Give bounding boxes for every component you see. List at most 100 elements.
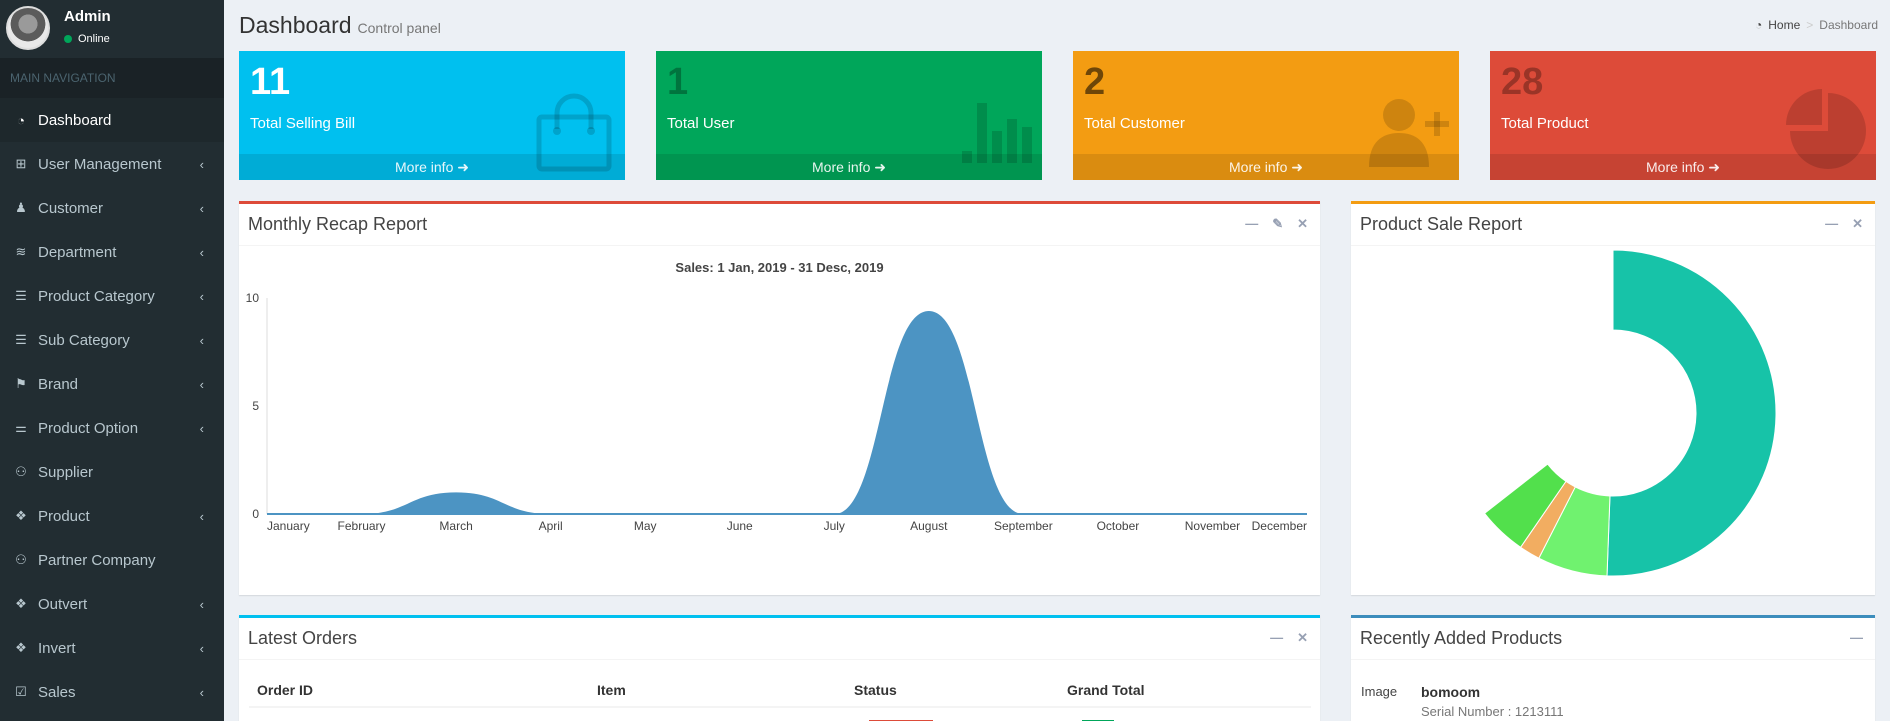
x-tick-label: December bbox=[1252, 519, 1307, 533]
stat-box-total-user: 1 Total User More info ➜ bbox=[656, 51, 1042, 180]
page-title: Dashboard Control panel bbox=[239, 12, 441, 39]
chevron-left-icon: ‹ bbox=[199, 288, 204, 304]
x-tick-label: November bbox=[1185, 519, 1240, 533]
collapse-button[interactable]: — bbox=[1850, 630, 1863, 645]
dashboard-icon: ◔ bbox=[1755, 18, 1763, 32]
sidebar-item-customer[interactable]: ♟ Customer ‹ bbox=[0, 186, 224, 230]
collapse-button[interactable]: — bbox=[1270, 630, 1284, 645]
chevron-left-icon: ‹ bbox=[199, 244, 204, 260]
more-info-link[interactable]: More info ➜ bbox=[656, 154, 1042, 180]
box-title: Monthly Recap Report bbox=[248, 214, 428, 234]
sidebar-item-sales[interactable]: ☑ Sales ‹ bbox=[0, 670, 224, 714]
sidebar-item-sub-category[interactable]: ☰ Sub Category ‹ bbox=[0, 318, 224, 362]
stat-value: 11 bbox=[250, 61, 291, 103]
chevron-left-icon: ‹ bbox=[199, 596, 204, 612]
sidebar-item-label: Product Category bbox=[38, 287, 155, 305]
sales-area-series bbox=[267, 310, 1307, 514]
stat-box-total-product: 28 Total Product More info ➜ bbox=[1490, 51, 1876, 180]
stat-box-selling-bill: 11 Total Selling Bill More info ➜ bbox=[239, 51, 625, 180]
sidebar-item-label: Customer bbox=[38, 199, 104, 217]
breadcrumb-current: Dashboard bbox=[1819, 18, 1878, 32]
sidebar-item-dashboard[interactable]: ◔ Dashboard bbox=[0, 98, 224, 142]
x-tick-label: April bbox=[539, 519, 563, 533]
collapse-button[interactable]: — bbox=[1245, 216, 1259, 231]
cubes-icon: ❖ bbox=[15, 508, 27, 523]
chart-title: Sales: 1 Jan, 2019 - 31 Desc, 2019 bbox=[675, 260, 884, 275]
chevron-left-icon: ‹ bbox=[199, 420, 204, 436]
more-info-link[interactable]: More info ➜ bbox=[1490, 154, 1876, 180]
sidebar: Admin Online MAIN NAVIGATION ◔ Dashboard ⊞… bbox=[0, 0, 224, 721]
stat-box-total-customer: 2 Total Customer More info ➜ bbox=[1073, 51, 1459, 180]
product-name-link[interactable]: bomoom bbox=[1421, 684, 1481, 700]
sidebar-item-brand[interactable]: ⚑ Brand ‹ bbox=[0, 362, 224, 406]
sidebar-item-user-management[interactable]: ⊞ User Management ‹ bbox=[0, 142, 224, 186]
sidebar-item-label: Dashboard bbox=[38, 111, 112, 129]
sidebar-item-product[interactable]: ❖ Product ‹ bbox=[0, 494, 224, 538]
more-info-label: More info bbox=[1229, 159, 1288, 175]
page-title-text: Dashboard bbox=[239, 12, 352, 38]
close-button[interactable]: ✕ bbox=[1852, 216, 1863, 231]
sidebar-item-label: User Management bbox=[38, 155, 162, 173]
breadcrumb-home[interactable]: Home bbox=[1768, 18, 1801, 32]
sidebar-item-supplier[interactable]: ⚇ Supplier bbox=[0, 450, 224, 494]
user-name: Admin bbox=[64, 8, 111, 25]
collapse-button[interactable]: — bbox=[1825, 216, 1839, 231]
close-button[interactable]: ✕ bbox=[1297, 630, 1308, 645]
donut-slice[interactable] bbox=[1606, 249, 1777, 577]
box-tools: — ✕ bbox=[1825, 216, 1863, 232]
sidebar-item-label: Sub Category bbox=[38, 331, 130, 349]
wrench-icon[interactable]: ✎ bbox=[1272, 216, 1284, 231]
sidebar-item-label: Outvert bbox=[38, 595, 88, 613]
column-grand-total: Grand Total bbox=[1059, 674, 1311, 708]
page-subtitle: Control panel bbox=[357, 20, 441, 36]
more-info-link[interactable]: More info ➜ bbox=[1073, 154, 1459, 180]
close-button[interactable]: ✕ bbox=[1297, 216, 1308, 231]
sidebar-item-outvert[interactable]: ❖ Outvert ‹ bbox=[0, 582, 224, 626]
stat-value: 28 bbox=[1501, 61, 1544, 103]
x-tick-label: September bbox=[994, 519, 1053, 533]
x-tick-label: February bbox=[338, 519, 386, 533]
recently-added-products-box: Recently Added Products — Image bomoom S… bbox=[1351, 615, 1875, 721]
nav-header: MAIN NAVIGATION bbox=[0, 58, 224, 98]
orders-table: Order ID Item Status Grand Total bbox=[249, 674, 1311, 708]
sidebar-item-label: Sales bbox=[38, 683, 76, 701]
server-icon: ☰ bbox=[15, 332, 27, 347]
main-content: Dashboard Control panel ◔ Home > Dashboar… bbox=[224, 0, 1890, 721]
sidebar-item-label: Brand bbox=[38, 375, 79, 393]
chevron-left-icon: ‹ bbox=[199, 332, 204, 348]
sidebar-item-label: Partner Company bbox=[38, 551, 156, 569]
online-status-icon bbox=[64, 35, 72, 43]
sliders-icon: ⚌ bbox=[15, 420, 27, 435]
users-icon: ⚇ bbox=[15, 552, 27, 567]
table-header-row: Order ID Item Status Grand Total bbox=[249, 674, 1311, 708]
donut-slice[interactable] bbox=[1483, 463, 1567, 548]
box-tools: — ✕ bbox=[1270, 630, 1308, 646]
sidebar-item-product-category[interactable]: ☰ Product Category ‹ bbox=[0, 274, 224, 318]
sidebar-item-department[interactable]: ≋ Department ‹ bbox=[0, 230, 224, 274]
more-info-link[interactable]: More info ➜ bbox=[239, 154, 625, 180]
x-tick-label: January bbox=[267, 519, 310, 533]
sitemap-icon: ⊞ bbox=[15, 156, 27, 171]
sidebar-item-invert[interactable]: ❖ Invert ‹ bbox=[0, 626, 224, 670]
database-icon: ≋ bbox=[15, 244, 27, 259]
sidebar-item-partner-company[interactable]: ⚇ Partner Company bbox=[0, 538, 224, 582]
x-tick-label: May bbox=[634, 519, 657, 533]
more-info-label: More info bbox=[1646, 159, 1705, 175]
column-status: Status bbox=[846, 674, 1059, 708]
box-tools: — bbox=[1850, 630, 1863, 645]
user-plus-icon bbox=[1369, 99, 1449, 167]
chevron-left-icon: ‹ bbox=[199, 508, 204, 524]
y-tick-label: 0 bbox=[252, 507, 259, 521]
pie-chart-icon bbox=[1786, 89, 1866, 169]
flag-icon: ⚑ bbox=[15, 376, 27, 391]
y-tick-label: 5 bbox=[252, 399, 259, 413]
box-title: Latest Orders bbox=[248, 628, 358, 648]
sidebar-item-product-option[interactable]: ⚌ Product Option ‹ bbox=[0, 406, 224, 450]
sidebar-item-label: Product Option bbox=[38, 419, 139, 437]
box-title: Recently Added Products bbox=[1360, 628, 1563, 648]
y-tick-label: 10 bbox=[246, 291, 260, 305]
arrow-circle-right-icon: ➜ bbox=[1708, 159, 1720, 175]
latest-orders-box: Latest Orders — ✕ Order ID Item Status G… bbox=[239, 615, 1320, 721]
avatar[interactable] bbox=[6, 6, 50, 50]
x-tick-label: August bbox=[910, 519, 948, 533]
